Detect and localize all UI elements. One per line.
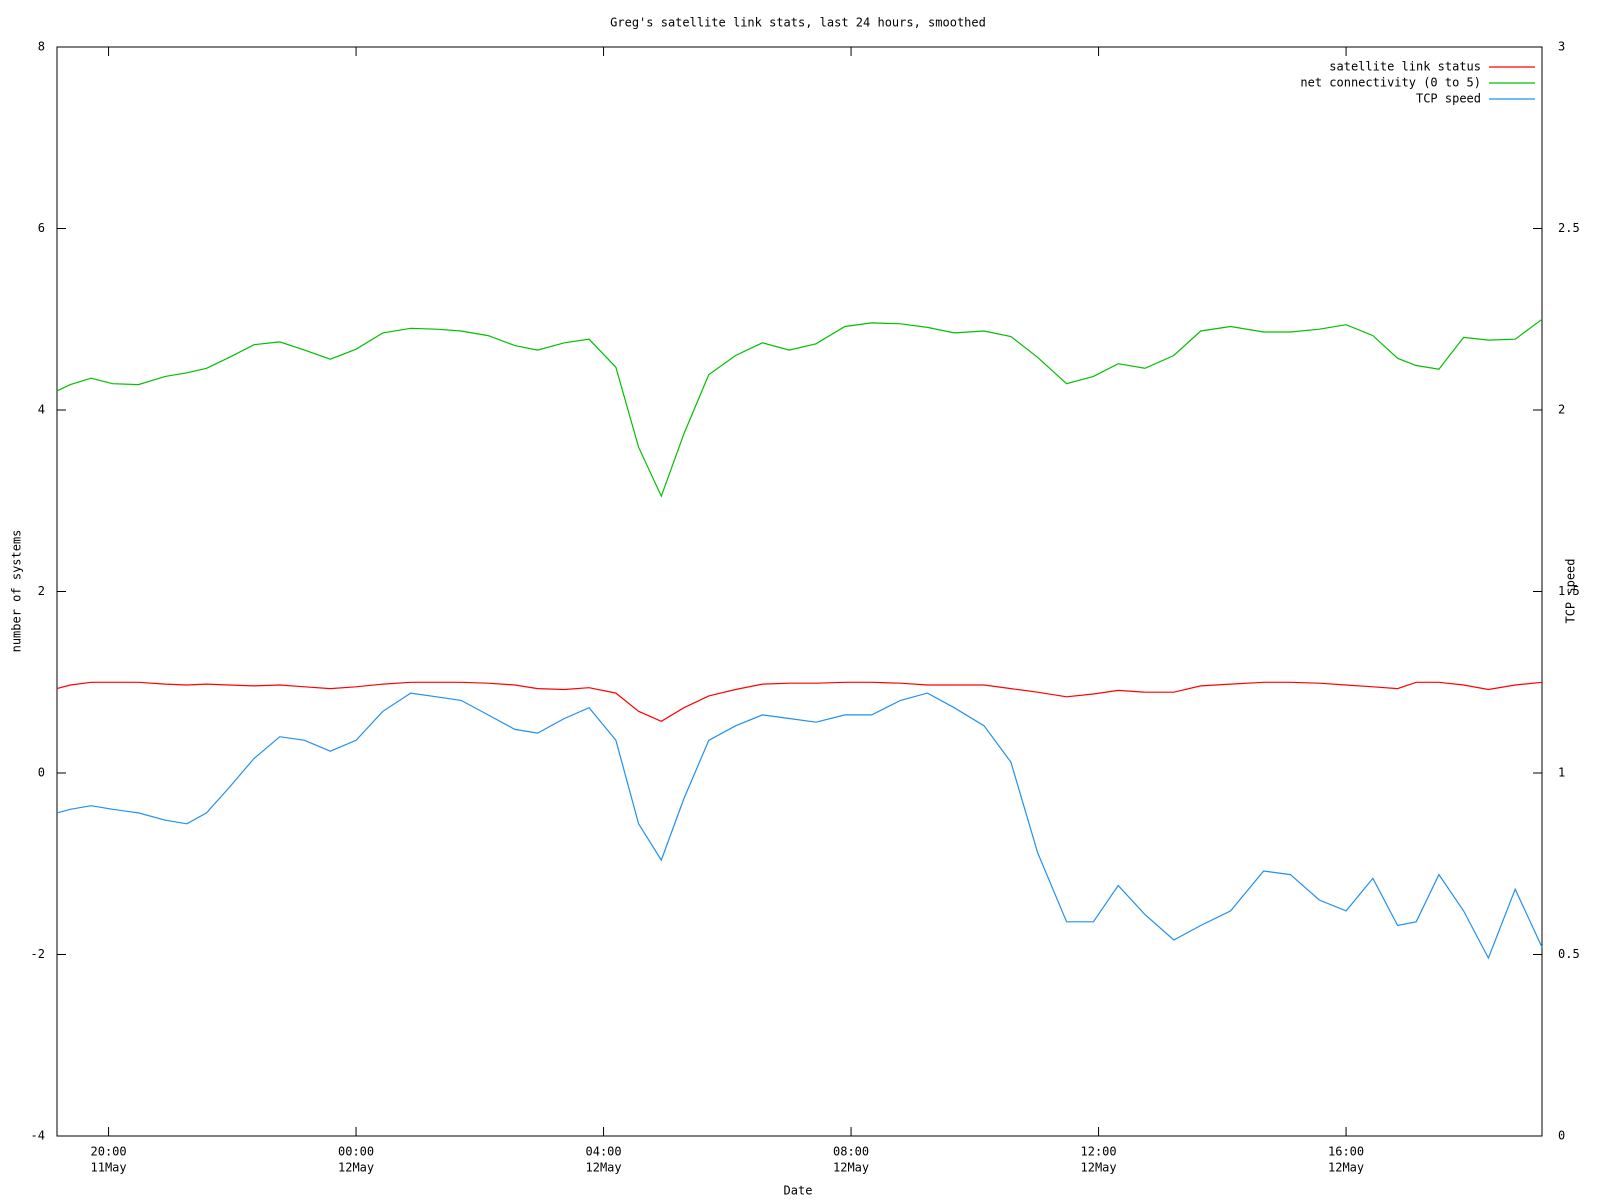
x-tick-label: 00:00 xyxy=(338,1145,374,1159)
legend-label: TCP speed xyxy=(1416,92,1481,106)
series-line xyxy=(56,692,1543,960)
y-tick-label: -2 xyxy=(31,947,45,961)
legend-label: net connectivity (0 to 5) xyxy=(1300,76,1481,90)
y2-tick-label: 0 xyxy=(1558,1129,1565,1143)
x-tick-label: 12May xyxy=(586,1161,622,1175)
series-line xyxy=(56,318,1543,498)
x-tick-label: 12:00 xyxy=(1081,1145,1117,1159)
x-tick-label: 08:00 xyxy=(833,1145,869,1159)
x-tick-label: 12May xyxy=(338,1161,374,1175)
y2-tick-label: 2 xyxy=(1558,403,1565,417)
y-tick-label: 2 xyxy=(38,584,45,598)
x-tick-label: 12May xyxy=(1081,1161,1117,1175)
x-tick-label: 11May xyxy=(91,1161,127,1175)
y2-tick-label: 1 xyxy=(1558,766,1565,780)
chart-title: Greg's satellite link stats, last 24 hou… xyxy=(610,16,986,30)
x-tick-label: 04:00 xyxy=(586,1145,622,1159)
y-axis-label: number of systems xyxy=(10,530,24,653)
plot-frame xyxy=(56,46,1543,1137)
y-tick-label: -4 xyxy=(31,1129,45,1143)
y2-tick-label: 3 xyxy=(1558,40,1565,54)
x-tick-label: 12May xyxy=(1328,1161,1364,1175)
x-tick-label: 16:00 xyxy=(1328,1145,1364,1159)
legend-label: satellite link status xyxy=(1329,60,1481,74)
x-axis-label: Date xyxy=(784,1184,813,1198)
y2-tick-label: 2.5 xyxy=(1558,221,1580,235)
y2-tick-label: 1.5 xyxy=(1558,584,1580,598)
y-tick-label: 6 xyxy=(38,221,45,235)
y2-tick-label: 0.5 xyxy=(1558,947,1580,961)
y2-axis-label: TCP speed xyxy=(1564,558,1578,623)
y-tick-label: 4 xyxy=(38,403,45,417)
y-tick-label: 8 xyxy=(38,40,45,54)
series-line xyxy=(56,681,1543,722)
x-tick-label: 12May xyxy=(833,1161,869,1175)
x-tick-label: 20:00 xyxy=(91,1145,127,1159)
y-tick-label: 0 xyxy=(38,766,45,780)
